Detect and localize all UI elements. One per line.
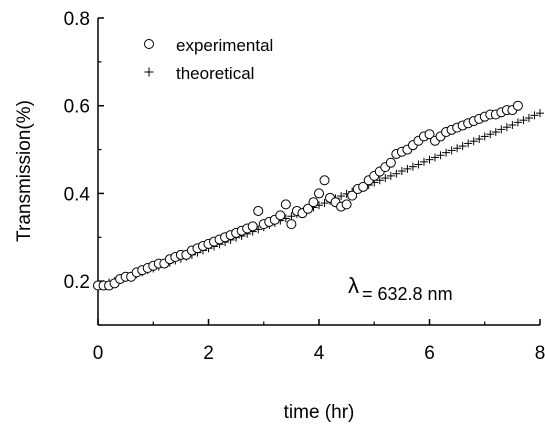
experimental-point <box>424 129 435 140</box>
y-tick-label: 0.2 <box>64 272 90 293</box>
theoretical-point <box>375 176 384 185</box>
theoretical-point <box>408 162 417 171</box>
y-axis-title: Transmission(%) <box>14 100 35 242</box>
experimental-series <box>93 100 523 291</box>
theoretical-point <box>425 155 434 164</box>
theoretical-point <box>447 146 456 155</box>
experimental-point <box>253 205 264 216</box>
theoretical-point <box>469 137 478 146</box>
experimental-point <box>275 210 286 221</box>
x-axis-title: time (hr) <box>284 402 355 423</box>
theoretical-point <box>486 130 495 139</box>
theoretical-point <box>453 144 462 153</box>
theoretical-point <box>337 192 346 201</box>
theoretical-point <box>403 164 412 173</box>
theoretical-point <box>419 157 428 166</box>
theoretical-point <box>480 132 489 141</box>
x-tick-label: 6 <box>424 343 435 364</box>
experimental-point <box>280 199 291 210</box>
y-tick-label: 0.8 <box>64 9 90 30</box>
legend-label-theoretical: theoretical <box>176 64 254 83</box>
x-tick-label: 4 <box>314 343 325 364</box>
experimental-point <box>385 157 396 168</box>
theoretical-point <box>508 121 517 130</box>
experimental-point <box>286 219 297 230</box>
theoretical-point <box>464 139 473 148</box>
legend-marker-experimental <box>144 39 154 49</box>
wavelength-annotation: λ = 632.8 nm <box>348 273 453 304</box>
legend: experimental theoretical <box>144 36 273 83</box>
theoretical-point <box>431 153 440 162</box>
experimental-point <box>512 100 523 111</box>
wavelength-value: = 632.8 nm <box>362 284 453 304</box>
experimental-point <box>341 199 352 210</box>
theoretical-point <box>475 135 484 144</box>
theoretical-point <box>287 212 296 221</box>
x-tick-label: 2 <box>203 343 214 364</box>
theoretical-point <box>414 160 423 169</box>
axis-ticks: 0 2 4 6 8 0.2 0.4 0.6 0.8 <box>64 9 545 364</box>
experimental-point <box>347 190 358 201</box>
theoretical-point <box>436 151 445 160</box>
legend-label-experimental: experimental <box>176 36 273 55</box>
y-tick-label: 0.6 <box>64 97 90 118</box>
theoretical-point <box>442 148 451 157</box>
theoretical-point <box>524 113 533 122</box>
theoretical-point <box>497 125 506 134</box>
theoretical-point <box>386 171 395 180</box>
experimental-point <box>308 197 319 208</box>
theoretical-point <box>381 174 390 183</box>
theoretical-point <box>530 111 539 120</box>
theoretical-point <box>519 116 528 125</box>
experimental-point <box>358 181 369 192</box>
legend-marker-theoretical <box>144 67 154 77</box>
experimental-point <box>314 188 324 199</box>
theoretical-point <box>491 128 500 137</box>
y-tick-label: 0.4 <box>64 184 91 205</box>
theoretical-point <box>513 118 522 127</box>
experimental-point <box>247 221 258 232</box>
x-tick-label: 0 <box>93 343 104 364</box>
theoretical-point <box>536 109 544 118</box>
theoretical-point <box>458 142 467 151</box>
x-tick-label: 8 <box>535 343 545 364</box>
plot-area: 0 2 4 6 8 0.2 0.4 0.6 0.8 <box>64 9 545 364</box>
theoretical-point <box>320 199 329 208</box>
theoretical-point <box>392 169 401 178</box>
wavelength-symbol: λ <box>348 273 359 298</box>
experimental-point <box>319 175 330 186</box>
theoretical-point <box>502 123 511 132</box>
theoretical-point <box>397 167 406 176</box>
experimental-point <box>302 203 313 214</box>
